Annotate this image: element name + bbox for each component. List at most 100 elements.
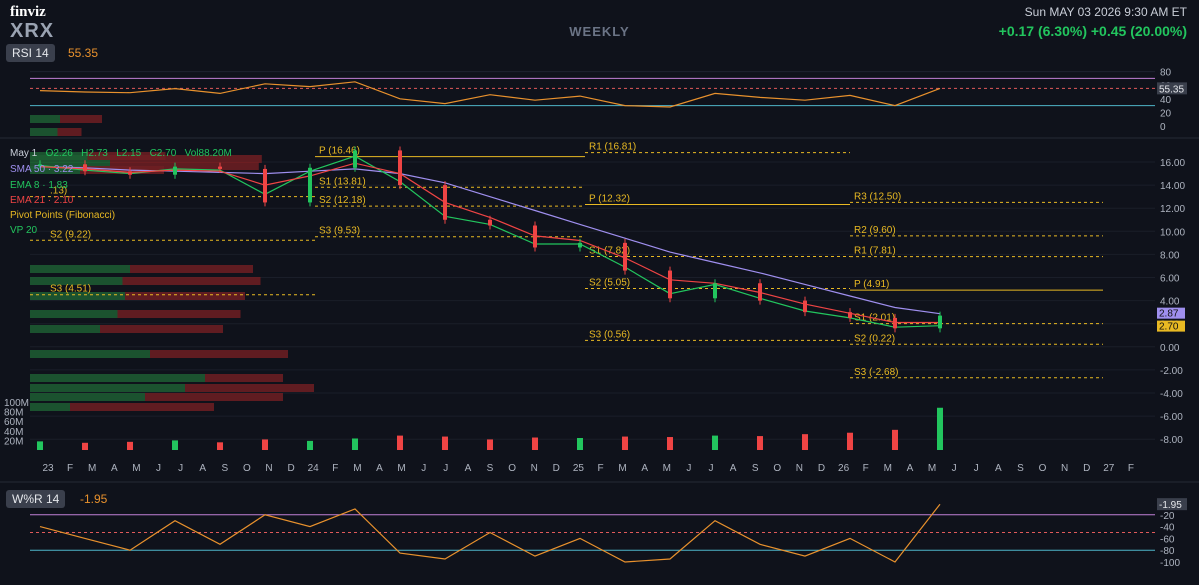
candle [713, 283, 717, 299]
finviz-logo[interactable]: finviz [10, 4, 46, 20]
time-tick-label: A [641, 463, 648, 474]
volume-profile-bar [57, 128, 82, 136]
volume-bar [217, 442, 223, 450]
volume-bar [127, 441, 133, 450]
time-tick-label: N [796, 463, 803, 474]
time-tick-label: A [907, 463, 914, 474]
time-tick-label: J [974, 463, 979, 474]
rsi-badge[interactable]: RSI 14 [6, 44, 55, 62]
pivot-label: S2 (9.22) [50, 229, 91, 240]
time-tick-label: J [686, 463, 691, 474]
volume-profile-bar [30, 115, 60, 123]
candle [398, 150, 402, 186]
time-tick-label: 24 [308, 463, 320, 474]
williams-badge[interactable]: W%R 14 [6, 490, 66, 508]
pivot-label: S3 (9.53) [319, 226, 360, 237]
volume-bar [667, 437, 673, 450]
legend-ema8[interactable]: EMA 8 · 1.83 [10, 180, 68, 191]
williams-line [39, 503, 941, 563]
legend-ema21[interactable]: EMA 21 · 2.10 [10, 195, 74, 206]
volume-bar [307, 440, 313, 450]
volume-bar [622, 436, 628, 450]
time-tick-label: M [88, 463, 96, 474]
time-tick-label: 26 [838, 463, 850, 474]
volume-profile-bar [185, 384, 314, 392]
time-tick-label: M [353, 463, 361, 474]
close-last-tag [1157, 320, 1185, 332]
time-tick-label: S [752, 463, 759, 474]
volume-profile-bar [100, 325, 223, 333]
ticker-symbol: XRX [10, 20, 55, 42]
volume-tick-label: 100M [4, 398, 29, 409]
time-tick-label: A [111, 463, 118, 474]
time-tick-label: S [487, 463, 494, 474]
candle [308, 167, 312, 203]
rsi-tick-label: 0 [1160, 122, 1166, 133]
volume-profile-bar [110, 162, 259, 170]
legend-vp[interactable]: VP 20 [10, 225, 38, 236]
time-tick-label: M [132, 463, 140, 474]
pivot-label: S3 (-2.68) [854, 367, 898, 378]
timeframe-label[interactable]: WEEKLY [569, 24, 630, 39]
time-tick-label: M [663, 463, 671, 474]
wr-tick-label: -40 [1160, 523, 1175, 534]
candle [38, 164, 42, 167]
pivot-label: R1 (16.81) [589, 142, 636, 153]
volume-profile-bar [30, 166, 80, 174]
pivot-label: S2 (5.05) [589, 277, 630, 288]
pivot-label: R2 (9.60) [854, 225, 896, 236]
volume-bar [352, 438, 358, 450]
price-tick-label: -8.00 [1160, 435, 1183, 446]
time-tick-label: D [818, 463, 825, 474]
time-tick-label: M [397, 463, 405, 474]
price-tick-label: -6.00 [1160, 412, 1183, 423]
volume-bar [892, 429, 898, 450]
time-tick-label: S [221, 463, 228, 474]
legend-sma50[interactable]: SMA 50 · 3.22 [10, 164, 74, 175]
time-tick-label: 27 [1103, 463, 1115, 474]
legend-pivots[interactable]: Pivot Points (Fibonacci) [10, 210, 116, 221]
candle [533, 225, 537, 248]
candle [443, 185, 447, 220]
price-tick-label: 16.00 [1160, 158, 1185, 169]
pivot-label: S2 (12.18) [319, 195, 366, 206]
time-tick-label: A [376, 463, 383, 474]
volume-profile-bar [30, 374, 205, 382]
rsi-tick-label: 20 [1160, 108, 1172, 119]
time-tick-label: J [443, 463, 448, 474]
volume-profile-bar [150, 350, 288, 358]
volume-tick-label: 20M [4, 436, 23, 447]
time-tick-label: A [465, 463, 472, 474]
price-tick-label: 14.00 [1160, 181, 1185, 192]
price-tick-label: 8.00 [1160, 250, 1180, 261]
volume-bar [802, 434, 808, 450]
time-tick-label: M [618, 463, 626, 474]
volume-profile-bar [87, 152, 166, 160]
candle [488, 219, 492, 226]
candle [83, 164, 87, 172]
legend-high: H2.73 [81, 148, 108, 159]
time-tick-label: M [928, 463, 936, 474]
wr-tick-label: -100 [1160, 558, 1180, 569]
time-tick-label: A [730, 463, 737, 474]
time-tick-label: O [243, 463, 251, 474]
volume-profile-bar [30, 292, 125, 300]
sma-last-tag-label: 2.87 [1159, 309, 1179, 320]
pivot-label: S2 (0.22) [854, 333, 895, 344]
volume-bar [847, 432, 853, 450]
time-tick-label: J [421, 463, 426, 474]
pivot-label: S1 (7.82) [589, 245, 630, 256]
pivot-label: P (16.46) [319, 146, 360, 157]
time-tick-label: A [199, 463, 206, 474]
volume-profile-bar [117, 310, 241, 318]
time-tick-label: N [1061, 463, 1068, 474]
datetime-label: Sun MAY 03 2026 9:30 AM ET [1024, 5, 1187, 19]
volume-bar [37, 441, 43, 450]
wr-last-tag-label: -1.95 [1159, 500, 1182, 511]
time-tick-label: M [884, 463, 892, 474]
volume-profile-bar [30, 310, 118, 318]
time-tick-label: F [597, 463, 603, 474]
price-tick-label: 10.00 [1160, 227, 1185, 238]
time-tick-label: J [156, 463, 161, 474]
